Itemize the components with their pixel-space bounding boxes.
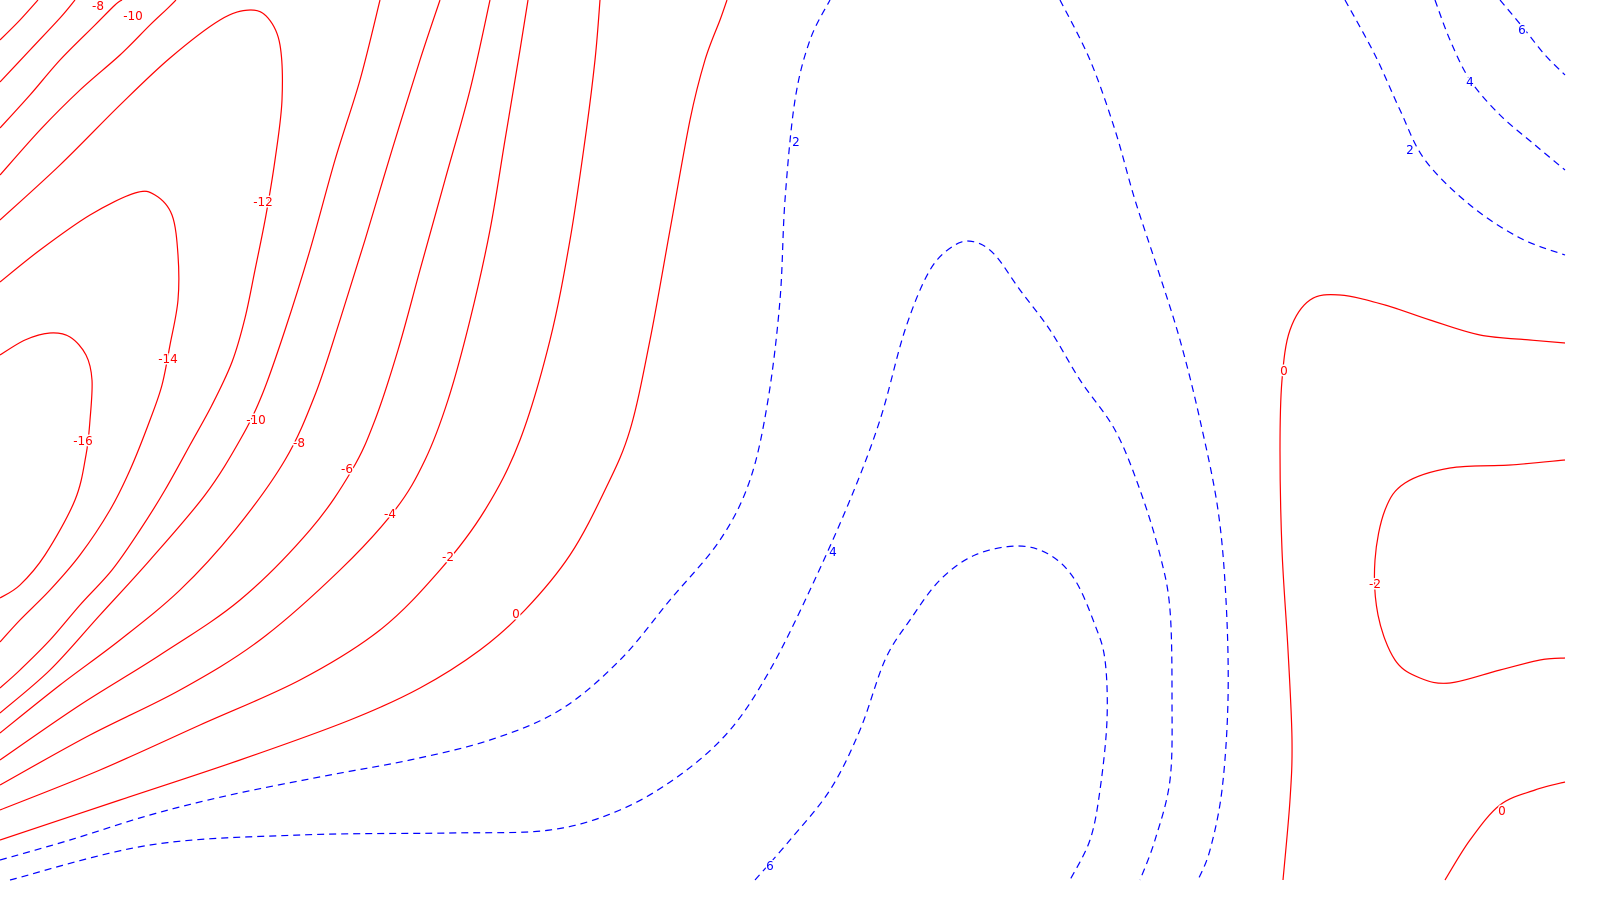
negative-contour-line	[0, 0, 728, 841]
contour-label: 4	[829, 545, 837, 559]
contour-label: -2	[442, 550, 454, 564]
contour-label: 0	[1498, 804, 1506, 818]
negative-contour-line	[0, 190, 180, 643]
negative-contour-line	[0, 0, 441, 734]
negative-contour-line	[0, 332, 93, 599]
negative-contour-line	[0, 0, 491, 761]
negative-contour-line	[0, 0, 601, 811]
negative-contour-line	[1444, 781, 1566, 881]
contour-label: -16	[73, 434, 93, 448]
negative-contour-line	[0, 9, 283, 689]
contour-label: 4	[1466, 75, 1474, 89]
contour-label: -14	[158, 352, 178, 366]
contour-label: 2	[792, 135, 800, 149]
contour-label: -6	[341, 462, 353, 476]
negative-contour-line	[1279, 294, 1566, 881]
positive-contour-line	[754, 545, 1108, 881]
contour-label: -10	[123, 9, 143, 23]
contour-labels: -8 -10 -12 -14 -16 -10 -8 -6 -4 -2 0 2 4 6 6 4 2 0 -2 0	[72, 0, 1528, 875]
negative-contour-line	[1373, 459, 1566, 684]
contour-label: 6	[766, 859, 774, 873]
positive-contour-line	[1059, 0, 1229, 881]
contour-label: 6	[1518, 23, 1526, 37]
positive-contour-line	[1499, 0, 1566, 76]
positive-contour-line	[0, 0, 831, 861]
positive-contour-line	[1434, 0, 1566, 171]
positive-contour-line	[9, 240, 1173, 881]
contour-label: -10	[246, 413, 266, 427]
negative-contour-line	[0, 0, 381, 714]
contour-lines	[0, 0, 1566, 881]
contour-label: 0	[1280, 364, 1288, 378]
negative-contour-line	[0, 0, 529, 786]
positive-contour-line	[1344, 0, 1566, 256]
contour-label: 2	[1406, 143, 1414, 157]
contour-label: -8	[293, 436, 305, 450]
contour-label: 0	[512, 607, 520, 621]
contour-label: -2	[1369, 577, 1381, 591]
negative-contour-line	[0, 0, 123, 129]
negative-contour-line	[0, 0, 39, 41]
contour-label: -8	[92, 0, 104, 13]
contour-label: -4	[384, 507, 396, 521]
negative-contour-line	[0, 0, 177, 176]
contour-label: -12	[253, 195, 273, 209]
negative-contour-line	[0, 0, 76, 83]
